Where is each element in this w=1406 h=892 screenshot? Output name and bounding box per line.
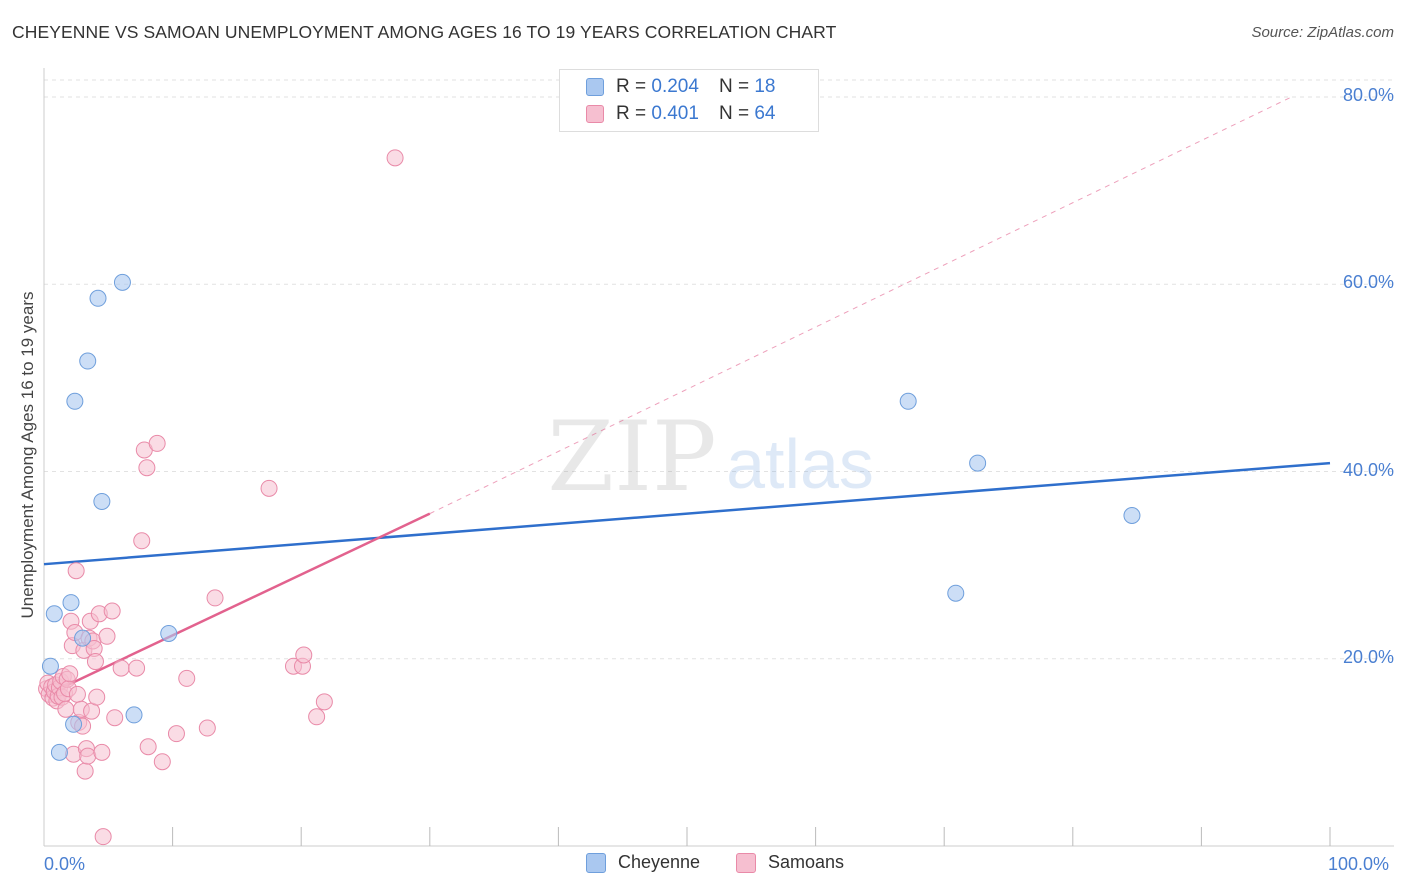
series-label-samoans: Samoans: [768, 852, 845, 872]
chart-title: CHEYENNE VS SAMOAN UNEMPLOYMENT AMONG AG…: [12, 22, 837, 42]
samoan-point: [93, 743, 111, 761]
correlation-legend: R = 0.204 N = 18 R = 0.401 N = 64: [559, 69, 819, 132]
samoan-point: [153, 753, 171, 771]
legend-n-value: 18: [754, 76, 776, 97]
samoan-point: [57, 700, 75, 718]
cheyenne-point: [41, 657, 59, 675]
watermark-atlas: atlas: [726, 425, 874, 503]
samoan-point: [98, 627, 116, 645]
trend-lines: [43, 96, 1331, 698]
watermark: ZIP atlas: [547, 401, 874, 513]
samoan-point: [68, 685, 86, 703]
cheyenne-point: [899, 392, 917, 410]
series-label-cheyenne: Cheyenne: [618, 852, 701, 872]
legend-n-value: 64: [754, 103, 776, 124]
legend-n-label: N =: [718, 76, 750, 97]
legend-r-value: 0.204: [651, 76, 699, 97]
y-tick-label: 80.0%: [1342, 85, 1394, 105]
cheyenne-point: [125, 706, 143, 724]
cheyenne-point: [79, 352, 97, 370]
cheyenne-point: [65, 715, 83, 733]
axes: [43, 68, 1394, 847]
samoan-point: [315, 693, 333, 711]
legend-row-samoans: R = 0.401 N = 64: [586, 102, 775, 126]
legend-n-label: N =: [718, 103, 750, 124]
samoan-point: [128, 659, 146, 677]
samoan-point: [167, 725, 185, 743]
samoan-point: [79, 747, 97, 765]
samoan-point: [148, 434, 166, 452]
cheyenne-point: [969, 454, 987, 472]
samoan-point: [88, 688, 106, 706]
samoan-point: [206, 589, 224, 607]
samoan-point: [103, 602, 121, 620]
samoan-point: [112, 659, 130, 677]
samoan-point: [67, 562, 85, 580]
samoan-point: [76, 762, 94, 780]
samoan-point: [86, 653, 104, 671]
legend-r-value: 0.401: [651, 103, 699, 124]
x-tick-label-min: 0.0%: [44, 854, 86, 874]
samoan-point: [138, 459, 156, 477]
series-legend: Cheyenne Samoans: [0, 852, 1406, 878]
cheyenne-point: [45, 605, 63, 623]
cheyenne-point: [947, 584, 965, 602]
cheyenne-trend-line: [43, 461, 1331, 566]
series-swatch-samoans: [736, 852, 756, 873]
cheyenne-point: [74, 629, 92, 647]
series-legend-cheyenne[interactable]: Cheyenne: [586, 852, 700, 873]
samoan-point: [139, 738, 157, 756]
legend-swatch-samoans: [586, 105, 604, 123]
cheyenne-point: [1123, 507, 1141, 525]
cheyenne-point: [66, 392, 84, 410]
samoan-point: [133, 532, 151, 550]
samoan-point: [308, 708, 326, 726]
data-points: [38, 149, 1141, 846]
gridlines: [44, 79, 1394, 660]
legend-r-label: R =: [616, 103, 647, 124]
samoan-point: [295, 646, 313, 664]
cheyenne-point: [50, 743, 68, 761]
x-tick-label-max: 100.0%: [1328, 854, 1390, 874]
watermark-zip: ZIP: [547, 401, 716, 513]
legend-r-label: R =: [616, 76, 647, 97]
cheyenne-point: [160, 624, 178, 642]
samoan-point: [386, 149, 404, 167]
y-tick-label: 40.0%: [1342, 459, 1394, 480]
samoan-point: [260, 479, 278, 497]
samoan-point: [61, 665, 79, 683]
series-swatch-cheyenne: [586, 852, 606, 873]
cheyenne-point: [89, 289, 107, 307]
y-tick-label: 60.0%: [1342, 272, 1394, 293]
samoan-point: [198, 719, 216, 737]
samoan-point: [106, 709, 124, 727]
y-tick-label: 20.0%: [1342, 646, 1394, 667]
samoan-point: [178, 669, 196, 687]
cheyenne-point: [62, 594, 80, 612]
samoan-trend-line: [43, 512, 431, 698]
legend-row-cheyenne: R = 0.204 N = 18: [586, 75, 775, 99]
source-label: Source: ZipAtlas.com: [1251, 24, 1394, 41]
legend-swatch-cheyenne: [586, 78, 604, 96]
cheyenne-point: [93, 492, 111, 510]
series-legend-samoans[interactable]: Samoans: [736, 852, 844, 873]
samoan-point: [94, 828, 112, 846]
cheyenne-point: [113, 273, 131, 291]
